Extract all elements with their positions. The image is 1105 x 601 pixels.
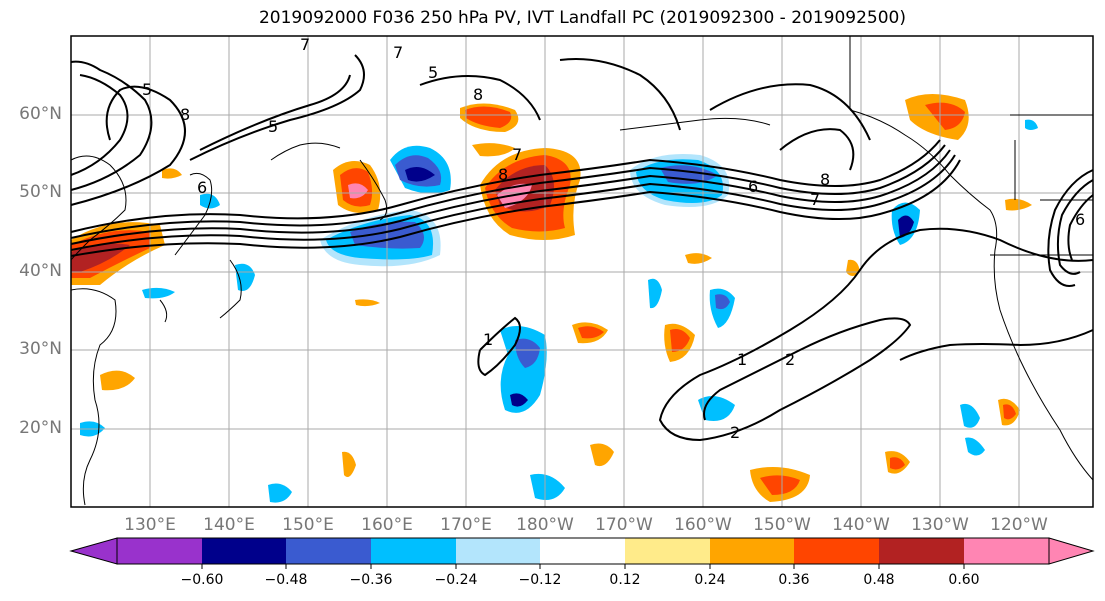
lat-label-30n: 30°N [19, 339, 62, 359]
colorbar-tick-label: 0.24 [694, 572, 726, 588]
lon-label: 170°E [440, 515, 492, 535]
ivt-contours [70, 54, 1094, 442]
contour-label: 5 [142, 80, 152, 99]
contour-label: 2 [785, 350, 795, 369]
lat-label-20n: 20°N [19, 418, 62, 438]
contour-label: 1 [737, 350, 747, 369]
lon-label: 120°W [990, 515, 1048, 535]
lon-label: 170°W [595, 515, 653, 535]
contour-label: 7 [393, 43, 403, 62]
lon-label: 150°W [753, 515, 811, 535]
map-title: 2019092000 F036 250 hPa PV, IVT Landfall… [258, 8, 906, 28]
contour-label: 8 [820, 170, 830, 189]
contour-label: 6 [1075, 210, 1085, 229]
colorbar-tick-label: 0.36 [778, 572, 810, 588]
contour-labels: 5 5 7 5 8 8 7 7 8 7 6 6 8 6 1 1 2 2 [142, 35, 1085, 442]
lon-label: 130°E [124, 515, 176, 535]
contour-label: 1 [483, 330, 493, 349]
map-border [70, 35, 1094, 508]
lon-label: 140°E [203, 515, 255, 535]
colorbar-tick-label: 0.12 [609, 572, 641, 588]
lon-label: 150°E [282, 515, 334, 535]
lon-label: 160°E [361, 515, 413, 535]
colorbar [69, 537, 1095, 569]
contour-label: 6 [748, 177, 758, 196]
lon-label: 140°W [832, 515, 890, 535]
contour-label: 2 [730, 423, 740, 442]
contour-label: 5 [268, 117, 278, 136]
colorbar-tick-label: −0.60 [180, 572, 224, 588]
colorbar-tick-label: −0.24 [434, 572, 478, 588]
contour-label: 8 [498, 165, 508, 184]
lon-label: 160°W [674, 515, 732, 535]
colorbar-tick-label: 0.48 [863, 572, 895, 588]
lon-label: 180°W [516, 515, 574, 535]
colorbar-tick-label: 0.60 [948, 572, 980, 588]
contour-label: 5 [428, 63, 438, 82]
colorbar-tick-label: −0.48 [264, 572, 308, 588]
contour-label: 8 [180, 105, 190, 124]
contour-label: 6 [197, 178, 207, 197]
contour-label: 8 [473, 85, 483, 104]
colorbar-tick-label: −0.36 [349, 572, 393, 588]
lat-label-40n: 40°N [19, 261, 62, 281]
colorbar-tick-label: −0.12 [518, 572, 562, 588]
contour-label: 7 [512, 145, 522, 164]
contour-label: 7 [300, 35, 310, 54]
lat-label-60n: 60°N [19, 104, 62, 124]
contour-label: 7 [810, 190, 820, 209]
lat-label-50n: 50°N [19, 182, 62, 202]
lon-label: 130°W [911, 515, 969, 535]
